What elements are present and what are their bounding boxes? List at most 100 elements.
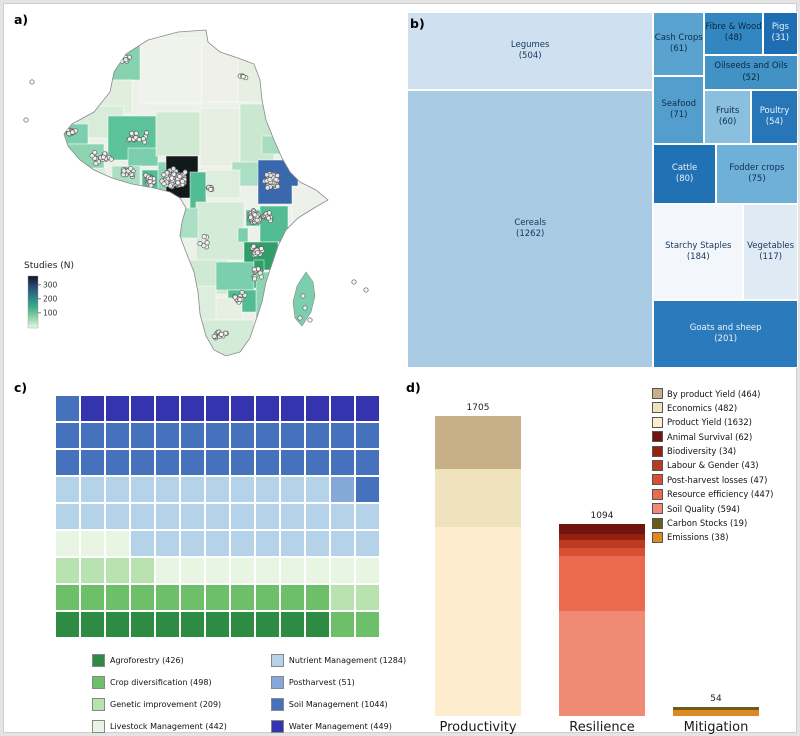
legend-label: By product Yield (464)	[667, 388, 761, 399]
legend-label: Post-harvest losses (47)	[667, 474, 768, 485]
study-dot	[133, 130, 139, 136]
waffle-cell-water-management	[281, 396, 304, 421]
legend-label: Labour & Gender (43)	[667, 460, 759, 471]
treemap-cell-label: Legumes	[510, 40, 550, 51]
treemap-cell-fruits: Fruits (60)	[704, 90, 752, 144]
study-dot	[144, 130, 150, 136]
waffle-cell-crop-diversification	[181, 585, 204, 610]
legend-label: Agroforestry (426)	[110, 656, 184, 665]
study-dot	[197, 241, 203, 247]
waffle-cell-livestock-management	[56, 531, 79, 556]
bar-segment-economics	[435, 468, 521, 527]
practices-legend-column: Nutrient Management (1284) Postharvest (5…	[270, 654, 406, 736]
legend-item-product-yield: Product Yield (1632)	[652, 416, 800, 428]
legend-swatch	[270, 698, 284, 711]
outcomes-legend: By product Yield (464) Economics (482) Pro…	[652, 388, 800, 546]
waffle-cell-nutrient-management	[306, 504, 329, 529]
study-dot	[252, 212, 258, 218]
study-dot	[100, 154, 107, 160]
waffle-cell-nutrient-management	[181, 504, 204, 529]
waffle-cell-nutrient-management	[356, 504, 379, 529]
waffle-cell-soil-management	[231, 423, 254, 448]
study-dot	[248, 214, 254, 220]
waffle-cell-agroforestry	[156, 612, 179, 637]
waffle-cell-soil-management	[331, 423, 354, 448]
waffle-cell-soil-management	[281, 450, 304, 475]
country-kenya	[259, 205, 289, 243]
study-dot	[211, 333, 217, 339]
country-algeria	[139, 37, 203, 105]
waffle-cell-nutrient-management	[256, 504, 279, 529]
waffle-cell-nutrient-management	[106, 477, 129, 502]
treemap-cell-value: (80)	[675, 173, 694, 184]
legend-label: Livestock Management (442)	[110, 722, 227, 731]
waffle-cell-genetic-improvement	[131, 558, 154, 583]
study-dot	[259, 314, 265, 320]
bar-resilience	[559, 523, 645, 717]
treemap-cell-value: (201)	[714, 334, 738, 345]
legend-label: Biodiversity (34)	[667, 446, 737, 457]
legend-item-crop-diversification: Crop diversification (498)	[92, 676, 227, 689]
waffle-cell-livestock-management	[81, 531, 104, 556]
practices-legend: Agroforestry (426) Crop diversification (…	[92, 654, 406, 736]
legend-item-carbon-stocks: Carbon Stocks (19)	[652, 517, 800, 529]
treemap-cell-cereals: Cereals (1262)	[407, 90, 654, 368]
legend-label: Economics (482)	[667, 402, 738, 413]
waffle-cell-nutrient-management	[356, 531, 379, 556]
map-legend-tick-label: 200	[43, 294, 58, 303]
commodity-treemap: Legumes (504) Cereals (1262) Cash Crops (61) F…	[407, 12, 798, 368]
legend-label: Postharvest (51)	[288, 678, 355, 687]
waffle-cell-genetic-improvement	[356, 585, 379, 610]
legend-swatch	[652, 388, 663, 399]
treemap-cell-value: (71)	[670, 109, 688, 120]
bar-segment-product-yield	[435, 526, 521, 716]
study-dot	[93, 160, 99, 167]
waffle-cell-soil-management	[281, 423, 304, 448]
panel-b-label: b)	[410, 16, 425, 31]
map-legend-tick-label: 100	[43, 309, 58, 318]
waffle-cell-nutrient-management	[156, 504, 179, 529]
study-dot	[273, 177, 279, 183]
waffle-cell-soil-management	[81, 423, 104, 448]
study-dot	[252, 276, 258, 282]
waffle-cell-soil-management	[56, 423, 79, 448]
treemap-cell-value: (48)	[724, 33, 743, 44]
legend-item-agroforestry: Agroforestry (426)	[92, 654, 227, 667]
legend-item-postharvest: Postharvest (51)	[270, 676, 406, 689]
bar-segment-by-product-yield	[435, 416, 521, 469]
waffle-cell-nutrient-management	[206, 531, 229, 556]
treemap-cell-label: Oilseeds and Oils	[714, 61, 788, 72]
country-zambia	[215, 261, 255, 291]
legend-swatch	[92, 676, 105, 689]
waffle-cell-agroforestry	[206, 612, 229, 637]
treemap-cell-label: Seafood	[661, 98, 697, 109]
waffle-cell-livestock-management	[231, 558, 254, 583]
study-dot	[170, 166, 177, 172]
waffle-cell-soil-management	[156, 423, 179, 448]
study-dot	[204, 240, 210, 246]
waffle-cell-soil-management	[56, 450, 79, 475]
treemap-cell-label: Cash Crops	[654, 32, 703, 43]
bar-category-label-mitigation: Mitigation	[683, 720, 749, 735]
legend-swatch	[652, 416, 663, 428]
waffle-cell-crop-diversification	[81, 585, 104, 610]
bar-total-mitigation: 54	[710, 693, 722, 704]
study-dot	[140, 136, 146, 142]
waffle-cell-soil-management	[356, 423, 379, 448]
waffle-cell-soil-management	[356, 477, 379, 502]
legend-label: Water Management (449)	[288, 722, 392, 731]
waffle-cell-livestock-management	[306, 558, 329, 583]
treemap-cell-label: Goats and sheep	[689, 323, 762, 334]
waffle-cell-soil-management	[306, 423, 329, 448]
study-dot	[267, 177, 273, 183]
legend-item-emissions: Emissions (38)	[652, 531, 800, 543]
treemap-cell-label: Vegetables	[747, 241, 795, 252]
panel-c-label: c)	[14, 380, 28, 395]
waffle-cell-agroforestry	[131, 612, 154, 637]
study-dot	[69, 129, 76, 135]
treemap-cell-label: Fruits	[715, 105, 740, 116]
treemap-cell-fibre-wood: Fibre & Wood (48)	[704, 12, 763, 55]
bar-segment-animal-survival	[559, 523, 645, 535]
waffle-cell-soil-management	[306, 450, 329, 475]
study-dot	[254, 250, 260, 256]
